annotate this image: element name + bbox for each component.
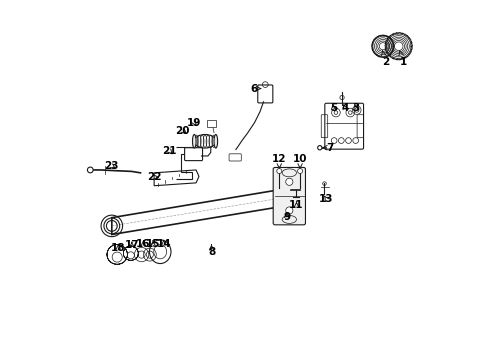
Circle shape [297, 168, 302, 174]
Text: 5: 5 [329, 103, 336, 113]
Ellipse shape [194, 134, 215, 148]
Text: 18: 18 [111, 243, 125, 253]
Text: 4: 4 [341, 103, 348, 113]
Text: 19: 19 [187, 118, 201, 128]
Polygon shape [154, 170, 199, 186]
Ellipse shape [282, 169, 296, 177]
Ellipse shape [282, 216, 296, 224]
Text: 16: 16 [136, 239, 150, 249]
Text: 21: 21 [162, 145, 176, 156]
Ellipse shape [192, 134, 196, 148]
Text: 20: 20 [175, 126, 190, 135]
Text: 14: 14 [156, 239, 171, 249]
Text: 15: 15 [145, 239, 160, 249]
Text: 9: 9 [283, 212, 290, 221]
Text: 6: 6 [250, 84, 260, 94]
Text: 1: 1 [398, 51, 406, 67]
Text: 12: 12 [271, 154, 286, 168]
Ellipse shape [214, 134, 217, 148]
Text: 8: 8 [207, 245, 215, 257]
Circle shape [87, 167, 93, 173]
Circle shape [317, 145, 321, 150]
Circle shape [285, 207, 292, 214]
Text: 2: 2 [381, 51, 388, 67]
Text: 23: 23 [103, 161, 118, 171]
Text: 13: 13 [318, 194, 333, 204]
Text: 17: 17 [124, 240, 139, 250]
Text: 22: 22 [147, 172, 162, 182]
FancyBboxPatch shape [273, 167, 305, 225]
Text: 11: 11 [289, 200, 303, 210]
FancyBboxPatch shape [206, 121, 216, 127]
Circle shape [276, 168, 281, 174]
FancyBboxPatch shape [184, 148, 202, 161]
Text: 7: 7 [322, 143, 333, 153]
Text: 3: 3 [351, 103, 359, 113]
Polygon shape [112, 187, 294, 234]
Text: 10: 10 [292, 154, 306, 168]
Circle shape [285, 178, 292, 185]
